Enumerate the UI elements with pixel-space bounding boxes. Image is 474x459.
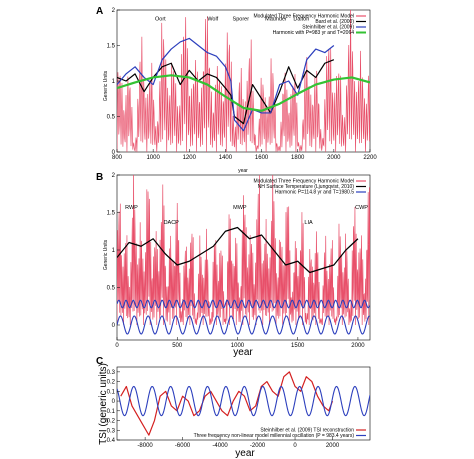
y-tick-label: 2 — [112, 8, 116, 14]
annotation-label: CWP — [355, 205, 368, 211]
y-tick-label: 1.5 — [107, 44, 116, 50]
y-tick-label: 0 — [112, 323, 116, 329]
annotation-label: Wolf — [207, 17, 218, 23]
y-tick-label: 0 — [112, 399, 116, 405]
x-tick-label: 2000 — [327, 155, 341, 161]
y-tick-label: -0.2 — [105, 419, 116, 425]
series-line-1-1 — [117, 226, 359, 274]
x-tick-label: 1800 — [291, 155, 305, 161]
series-sine-2-1 — [117, 385, 370, 417]
legend-entry: NH Surface Temperature (Ljungqvist, 2010… — [258, 184, 355, 190]
annotation-label: Sporer — [233, 17, 250, 23]
y-tick-label: 0.5 — [107, 286, 116, 292]
series-line-0-1 — [117, 59, 335, 125]
panel-b-label: B — [96, 172, 103, 183]
x-tick-label: 1600 — [255, 155, 269, 161]
x-tick-label: 800 — [112, 155, 123, 161]
annotation-label: Maunder — [265, 17, 287, 23]
series-line-0-2 — [117, 37, 335, 132]
legend-entry: Three frequency non-linear model millenn… — [194, 433, 355, 439]
annotation-label: MWP — [233, 205, 247, 211]
y-tick-label: 0.1 — [107, 389, 116, 395]
annotation-label: Oort — [155, 17, 166, 23]
y-tick-label: -0.4 — [105, 438, 116, 444]
panel-c: C TSI (generic units) -8000 -6000 -4000 -20… — [96, 356, 371, 459]
legend: Modulated Three Frequency Harmonic Model… — [253, 179, 366, 196]
y-tick-label: 1.5 — [107, 211, 116, 217]
y-tick-label: 0 — [112, 150, 116, 156]
x-tick-label: 2200 — [363, 155, 377, 161]
annotation-label: Dalton — [293, 17, 309, 23]
x-tick-label: 1000 — [146, 155, 160, 161]
x-tick-label: 0 — [293, 443, 297, 449]
y-tick-label: 1 — [112, 79, 116, 85]
x-tick-label: 2000 — [326, 443, 340, 449]
x-tick-label: 1500 — [291, 343, 305, 349]
panel-a-xlabel: year — [238, 168, 248, 174]
y-tick-label: 1 — [112, 248, 116, 254]
legend-entry: Harmonic with P=983 yr and T=2064 — [273, 30, 355, 36]
legend-entry: Steinhilber et al. (2009) TSI reconstruc… — [260, 428, 354, 434]
x-tick-label: 2000 — [351, 343, 365, 349]
plot-area — [116, 366, 371, 441]
panel-b-ylabel: Generic Units — [103, 239, 109, 270]
annotation-label: DACP — [164, 220, 180, 226]
series-line-2-0 — [120, 371, 334, 436]
panel-a: A Generic Units 800 1000 1200 1400 1600 1800 2… — [96, 6, 377, 174]
series-sine-1-2 — [117, 315, 370, 335]
x-tick-label: 1200 — [183, 155, 197, 161]
x-tick-label: 500 — [172, 343, 183, 349]
panel-a-label: A — [96, 6, 103, 17]
legend: Steinhilber et al. (2009) TSI reconstruc… — [194, 428, 366, 439]
y-tick-label: -0.3 — [105, 428, 116, 434]
annotation-label: LIA — [304, 220, 313, 226]
legend-entry: Modulated Three Frequency Harmonic Model — [253, 14, 354, 20]
x-tick-label: 1000 — [231, 343, 245, 349]
series-line-0-3 — [117, 74, 370, 112]
legend-entry: Bard et al. (2000) — [315, 19, 354, 25]
panel-c-ylabel: TSI (generic units) — [98, 363, 109, 445]
panel-c-label: C — [96, 356, 103, 367]
x-tick-label: -6000 — [175, 443, 191, 449]
panel-b-xlabel: year — [233, 347, 253, 358]
annotation-label: RWP — [125, 205, 138, 211]
y-tick-label: 0.2 — [107, 380, 116, 386]
legend-entry: Steinhilber et al. (2009) — [302, 25, 354, 31]
y-tick-label: 2 — [112, 173, 116, 179]
panel-b: B Generic Units 0 500 1000 1500 2000 0 0.5 1 1.5… — [96, 172, 371, 358]
legend-entry: Harmonic P=114.8 yr and T=1980.5 — [275, 190, 354, 196]
x-tick-label: -4000 — [212, 443, 228, 449]
x-tick-label: 1400 — [219, 155, 233, 161]
legend-entry: Modulated Three Frequency Harmonic Model — [253, 179, 354, 185]
panel-a-ylabel: Generic Units — [103, 70, 109, 101]
y-tick-label: -0.1 — [105, 409, 116, 415]
x-tick-label: 0 — [115, 343, 119, 349]
series-sine-1-3 — [117, 299, 370, 309]
legend: Modulated Three Frequency Harmonic Model… — [253, 14, 366, 36]
y-tick-label: 0.3 — [107, 370, 116, 376]
x-tick-label: -8000 — [137, 443, 153, 449]
panel-c-xlabel: year — [235, 448, 255, 459]
x-tick-label: -2000 — [250, 443, 266, 449]
y-tick-label: 0.5 — [107, 115, 116, 121]
